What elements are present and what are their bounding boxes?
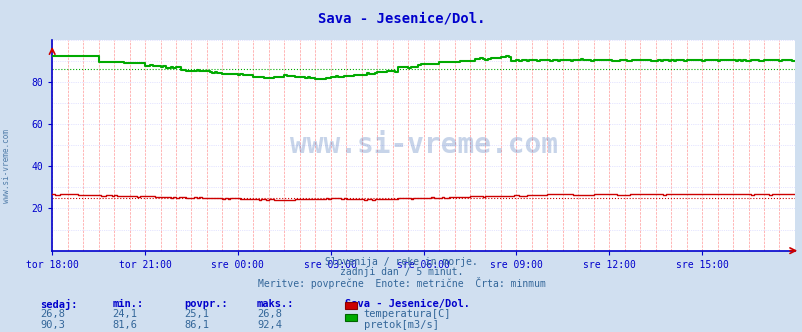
Text: 90,3: 90,3 [40,320,65,330]
Text: povpr.:: povpr.: [184,299,228,309]
Text: min.:: min.: [112,299,144,309]
Text: Sava - Jesenice/Dol.: Sava - Jesenice/Dol. [345,299,470,309]
Text: Sava - Jesenice/Dol.: Sava - Jesenice/Dol. [318,12,484,26]
Text: sedaj:: sedaj: [40,299,78,310]
Text: pretok[m3/s]: pretok[m3/s] [363,320,438,330]
Text: 86,1: 86,1 [184,320,209,330]
Text: zadnji dan / 5 minut.: zadnji dan / 5 minut. [339,267,463,277]
Text: 25,1: 25,1 [184,309,209,319]
Text: 92,4: 92,4 [257,320,282,330]
Text: 81,6: 81,6 [112,320,137,330]
Text: maks.:: maks.: [257,299,294,309]
Text: www.si-vreme.com: www.si-vreme.com [290,131,557,159]
Text: 26,8: 26,8 [40,309,65,319]
Text: 26,8: 26,8 [257,309,282,319]
Text: Slovenija / reke in morje.: Slovenija / reke in morje. [325,257,477,267]
Text: temperatura[C]: temperatura[C] [363,309,451,319]
Text: www.si-vreme.com: www.si-vreme.com [2,129,11,203]
Text: 24,1: 24,1 [112,309,137,319]
Text: Meritve: povprečne  Enote: metrične  Črta: minmum: Meritve: povprečne Enote: metrične Črta:… [257,277,545,289]
